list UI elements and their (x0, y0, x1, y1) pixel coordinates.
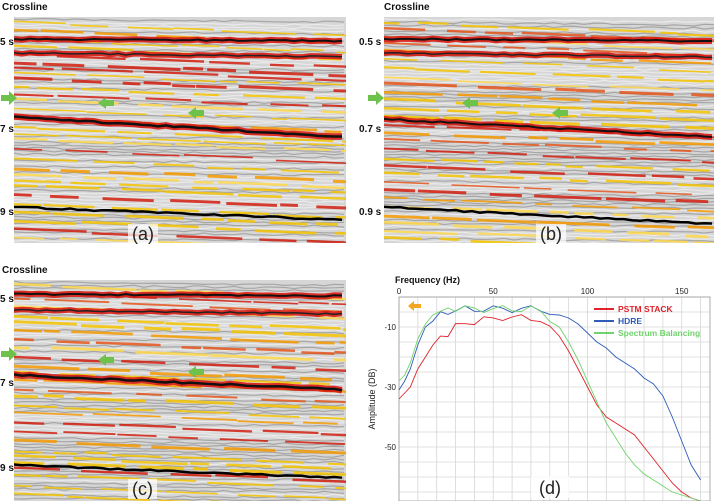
panel-c-title: Crossline (2, 265, 48, 276)
y-tick--10: -10 (384, 323, 396, 332)
legend-label-2: Spectrum Balancing (618, 328, 700, 338)
panel-b-label: (b) (536, 224, 566, 244)
time-label-a-1: 5 s (0, 37, 14, 48)
time-label-b-1: 0.5 s (359, 37, 382, 48)
x-tick-50: 50 (489, 287, 498, 296)
y-axis-title: Amplitude (DB) (367, 368, 377, 429)
seismic-image-a (14, 17, 346, 243)
panel-c-label: (c) (128, 479, 157, 499)
panel-b-title: Crossline (384, 2, 430, 13)
time-label-c-1: 5 s (0, 294, 14, 305)
x-axis-title: Frequency (Hz) (395, 275, 460, 285)
series-line-spectrum-balancing (398, 305, 701, 501)
time-label-a-2: 7 s (0, 124, 14, 135)
marker-arrow-icon-b (368, 91, 384, 105)
time-label-b-2: 0.7 s (359, 124, 382, 135)
panel-a-label: (a) (128, 224, 158, 244)
seismic-image-b (384, 17, 714, 243)
y-tick--30: -30 (384, 383, 396, 392)
time-label-a-3: 9 s (0, 207, 14, 218)
marker-arrow-icon-c (1, 347, 17, 361)
panel-a-title: Crossline (2, 2, 48, 13)
time-label-c-2: 7 s (0, 378, 14, 389)
panel-d-label: (d) (539, 478, 561, 498)
seismic-image-c (14, 280, 346, 501)
time-label-b-3: 0.9 s (359, 207, 382, 218)
x-tick-150: 150 (675, 287, 689, 296)
orange-arrow-icon (408, 301, 421, 311)
y-tick--50: -50 (384, 443, 396, 452)
grid (398, 296, 710, 501)
series-line-pstm-stack (398, 314, 701, 501)
time-label-c-3: 9 s (0, 463, 14, 474)
marker-arrow-icon-a (1, 91, 17, 105)
x-tick-0: 0 (397, 287, 402, 296)
legend-label-1: HDRE (618, 316, 642, 326)
x-tick-100: 100 (581, 287, 595, 296)
spectrum-chart: Frequency (Hz) 0 50 100 150 -10 -30 -50 Amplitud… (365, 270, 714, 501)
legend-label-0: PSTM STACK (618, 304, 673, 314)
legend: PSTM STACK HDRE Spectrum Balancing (594, 304, 700, 338)
